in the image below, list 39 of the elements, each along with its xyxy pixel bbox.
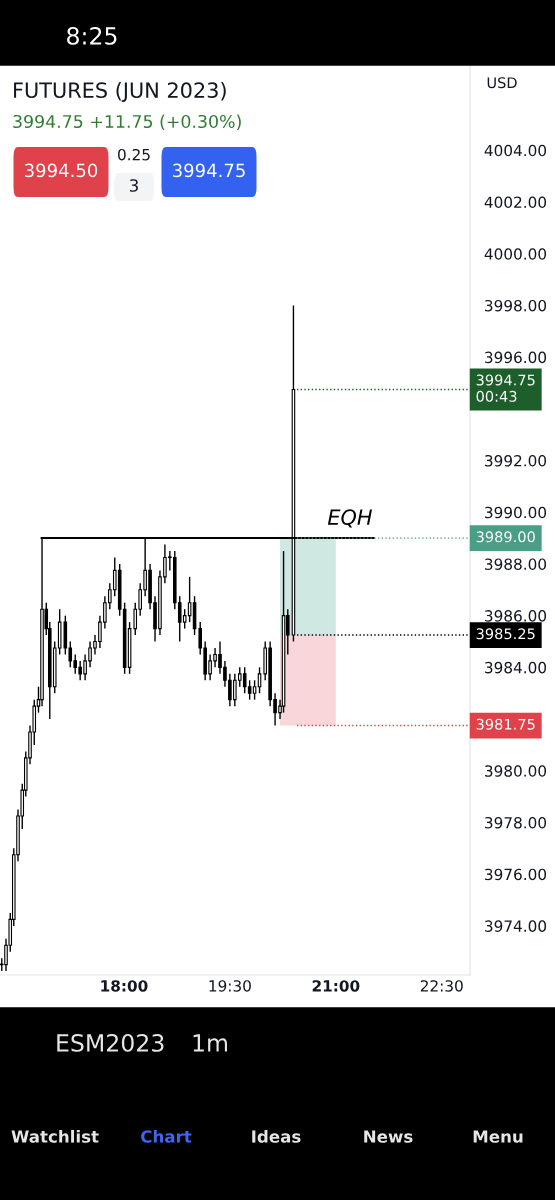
ref-line-label: 3994.75 00:43 (476, 374, 535, 402)
y-tick-label: 3984.00 (485, 661, 547, 674)
annotation: 0.25 (118, 148, 150, 161)
text: 3994.75 +11.75 (+0.30%) (13, 114, 241, 131)
annotation: 3994.50 (25, 163, 98, 178)
x-tick-label: 19:30 (209, 980, 251, 992)
ref-line-label: 3989.00 (476, 531, 535, 543)
y-tick-label: 3988.00 (485, 558, 547, 570)
text: 1m (193, 1034, 228, 1052)
annotation: 3 (129, 179, 138, 192)
y-tick-label: 3974.00 (485, 920, 547, 932)
text: FUTURES (JUN 2023) (14, 81, 226, 102)
y-tick-label: 3992.00 (485, 455, 547, 467)
y-tick-label: 3990.00 (485, 506, 547, 519)
text: USD (487, 77, 517, 89)
text: ESM2023 (57, 1033, 164, 1052)
y-tick-label: 4000.00 (484, 248, 547, 260)
ref-line-label: EQH (327, 509, 372, 528)
text: 8:25 (67, 26, 117, 45)
y-tick-label: 3996.00 (485, 351, 547, 364)
text: Menu (473, 1130, 523, 1143)
ref-line-label: 3981.75 (476, 718, 535, 730)
annotation: 3994.75 (173, 163, 245, 178)
y-tick-label: 3978.00 (485, 816, 547, 829)
y-tick-label: 4002.00 (484, 196, 547, 209)
x-tick-label: 21:00 (312, 980, 360, 992)
text: News (364, 1130, 413, 1143)
text: Chart (141, 1129, 192, 1143)
y-tick-label: 3980.00 (485, 765, 547, 777)
ref-line-label: 3985.25 (476, 628, 535, 640)
candlestick (252, 679, 257, 701)
x-tick-label: 18:00 (101, 980, 148, 992)
y-tick-label: 3976.00 (485, 868, 547, 881)
text: Ideas (252, 1129, 301, 1143)
y-tick-label: 3998.00 (485, 299, 547, 312)
y-tick-label: 3986.00 (485, 610, 547, 622)
y-tick-label: 4004.00 (484, 144, 547, 157)
text: Watchlist (11, 1129, 99, 1143)
x-tick-label: 22:30 (420, 980, 463, 992)
